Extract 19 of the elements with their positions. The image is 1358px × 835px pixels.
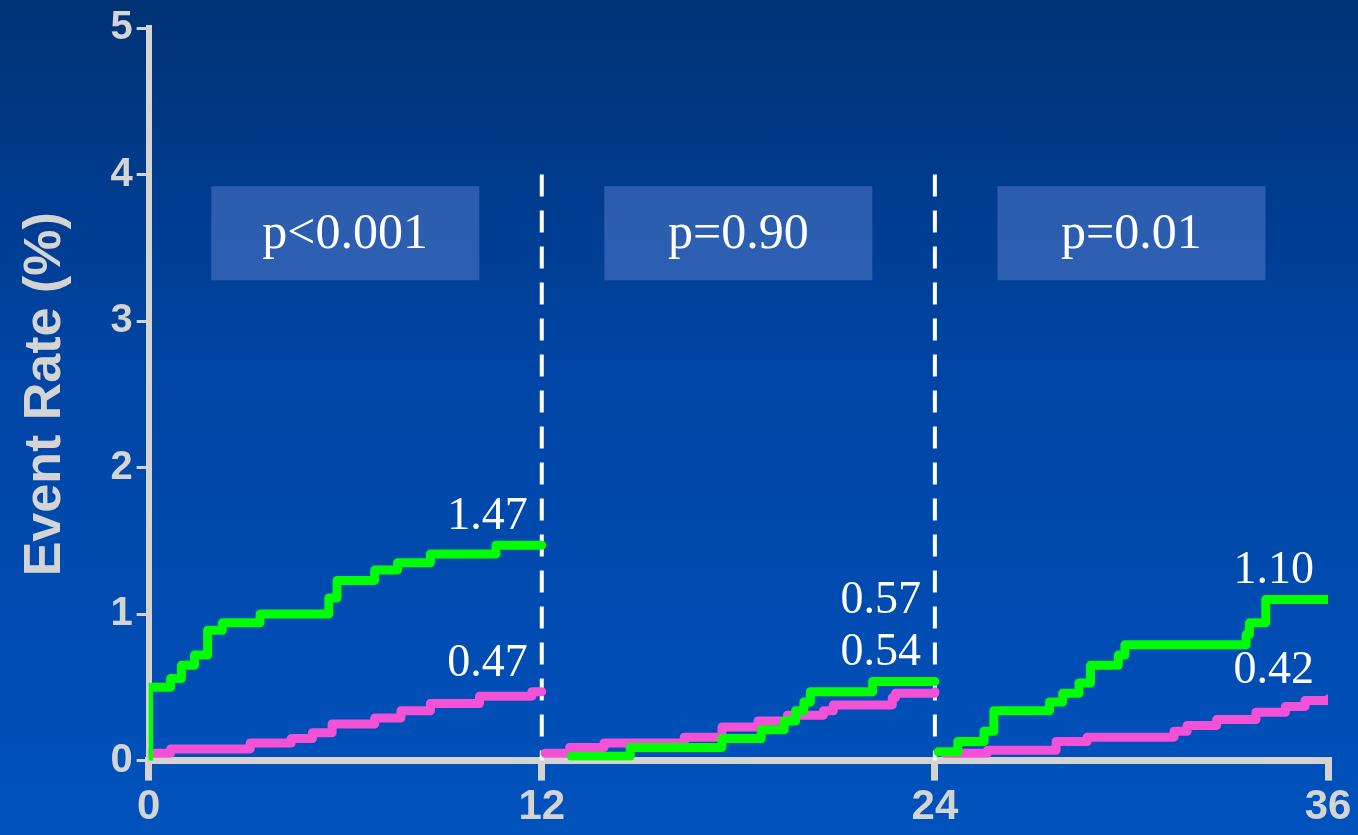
annotation: 1.10	[1233, 542, 1314, 594]
x-tick-label: 24	[911, 781, 959, 829]
annotation: 0.42	[1233, 642, 1314, 694]
annotation: 0.47	[447, 634, 528, 686]
y-tick-label: 0	[110, 735, 133, 780]
annotation: p<0.001	[262, 203, 429, 260]
annotation: p=0.01	[1061, 203, 1202, 260]
annotation: 0.57	[840, 572, 921, 624]
y-tick-label: 4	[110, 149, 134, 194]
y-tick-label: 5	[110, 3, 133, 48]
annotation: p=0.90	[667, 203, 809, 260]
annotation: 0.54	[840, 624, 921, 676]
y-tick-label: 2	[110, 442, 133, 487]
y-axis-title: Event Rate (%)	[12, 212, 71, 577]
y-tick-label: 1	[110, 589, 133, 634]
annotation: 1.47	[447, 488, 528, 540]
x-tick-label: 36	[1304, 781, 1352, 829]
x-tick-label: 12	[518, 781, 566, 829]
y-tick-label: 3	[110, 296, 133, 341]
